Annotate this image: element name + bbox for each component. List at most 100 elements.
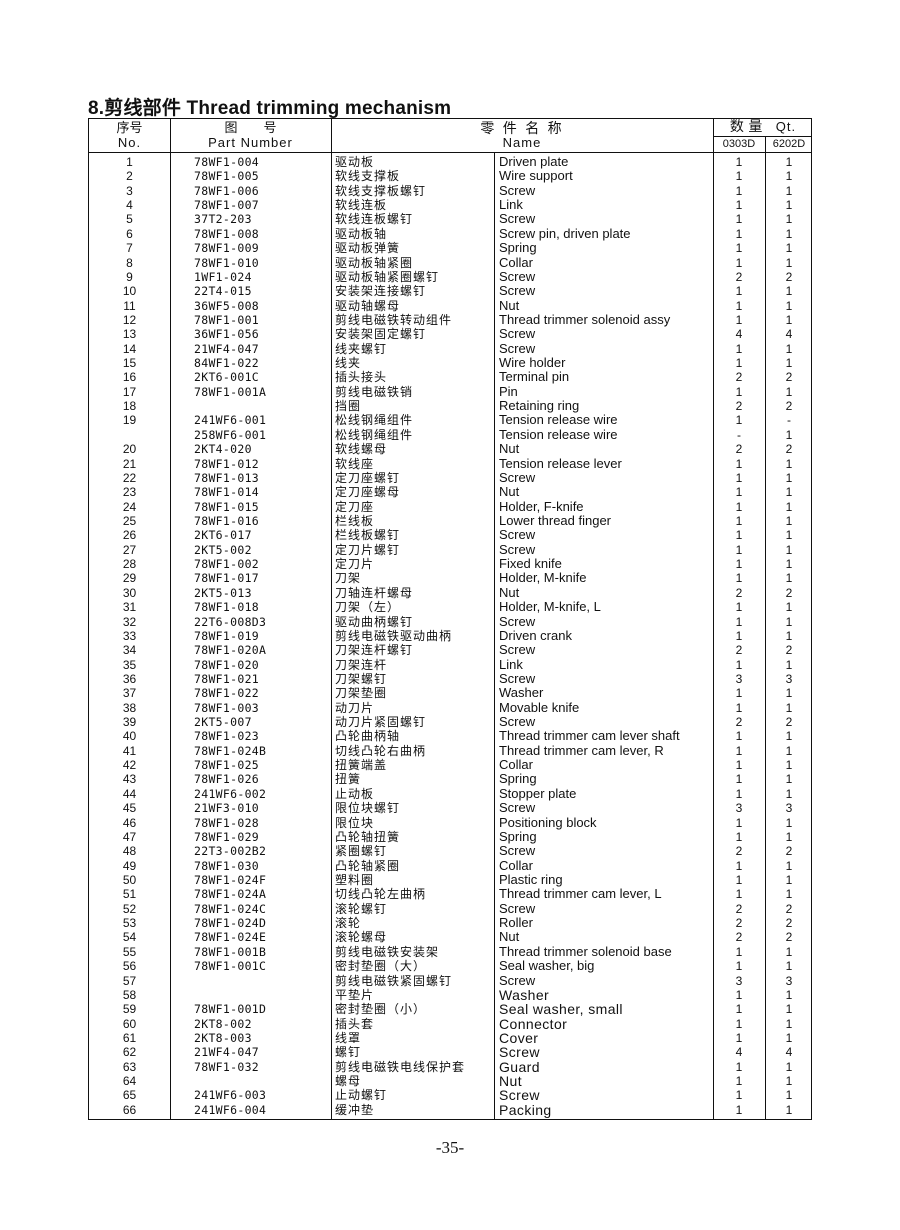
- qty-6202d: 2: [785, 442, 793, 457]
- qty-0303d: 1: [735, 944, 743, 959]
- name-english: Nut: [499, 297, 520, 313]
- table-row: 47 78WF1-029 凸轮轴扭簧 Spring 1 1: [89, 829, 811, 844]
- name-english: Driven plate: [499, 154, 569, 169]
- header-qty-en: Qt.: [775, 119, 797, 134]
- row-number: 25: [122, 514, 137, 528]
- qty-6202d: 1: [785, 686, 793, 701]
- row-number: 23: [122, 485, 137, 500]
- name-chinese: 剪线电磁铁紧固螺钉: [335, 973, 453, 988]
- qty-0303d: 1: [735, 887, 743, 902]
- row-number: 63: [122, 1059, 137, 1074]
- name-english: Screw: [499, 268, 536, 284]
- row-number: 54: [122, 930, 137, 945]
- row-number: 50: [122, 873, 137, 887]
- qty-0303d: 1: [735, 729, 743, 744]
- part-number: 36WF1-056: [194, 327, 260, 342]
- header-qty-cn: 数 量: [729, 119, 763, 135]
- qty-6202d: 1: [785, 485, 793, 500]
- qty-6202d: 1: [785, 815, 793, 830]
- qty-6202d: 1: [785, 743, 793, 758]
- table-row: 24 78WF1-015 定刀座 Holder, F-knife 1 1: [89, 499, 811, 514]
- row-number: 38: [122, 700, 137, 715]
- part-number: 2KT6-017: [194, 528, 252, 543]
- name-chinese: 挡圈: [335, 399, 362, 414]
- name-english: Driven crank: [499, 627, 572, 643]
- table-row: 55 78WF1-001B 剪线电磁铁安装架 Thread trimmer solen…: [89, 944, 811, 959]
- table-row: 61 2KT8-003 线罩 Cover 1 1: [89, 1031, 811, 1045]
- part-number: 2KT8-002: [194, 1016, 252, 1031]
- table-row: 51 78WF1-024A 切线凸轮左曲柄 Thread trimmer cam le…: [89, 887, 811, 902]
- qty-0303d: 1: [735, 499, 743, 514]
- qty-6202d: 1: [785, 657, 793, 672]
- name-english: Screw: [499, 714, 536, 730]
- part-number: 37T2-203: [194, 212, 252, 227]
- name-english: Screw: [499, 800, 536, 816]
- name-english: Spring: [499, 240, 537, 256]
- part-number: 78WF1-023: [194, 729, 260, 744]
- part-number: 2KT5-002: [194, 542, 252, 557]
- qty-6202d: 2: [785, 585, 793, 600]
- table-row: 10 22T4-015 安装架连接螺钉 Screw 1 1: [89, 284, 811, 299]
- header-no-cn: 序号: [116, 121, 143, 136]
- table-row: 53 78WF1-024D 滚轮 Roller 2 2: [89, 915, 811, 931]
- qty-0303d: 1: [735, 571, 743, 586]
- name-chinese: 剪线电磁铁驱动曲柄: [335, 628, 453, 643]
- table-row: 9 1WF1-024 驱动板轴紧圈螺钉 Screw 2 2: [89, 268, 811, 284]
- qty-6202d: 1: [785, 614, 793, 629]
- qty-6202d: 1: [785, 312, 793, 327]
- row-number: 11: [123, 298, 136, 313]
- row-number: 6: [126, 226, 133, 241]
- qty-6202d: 1: [785, 198, 793, 213]
- row-number: 20: [122, 442, 137, 457]
- row-number: 44: [122, 786, 137, 801]
- name-english: Tension release wire: [499, 412, 618, 428]
- table-row: 19 241WF6-001 松线钢绳组件 Tension release wire 1 -: [89, 412, 811, 428]
- part-number: 78WF1-007: [194, 198, 260, 213]
- qty-6202d: 2: [785, 269, 793, 284]
- header-qty-col2: 6202D: [772, 138, 806, 150]
- qty-6202d: 1: [785, 1002, 793, 1017]
- header-name-cn: 零 件 名 称: [480, 121, 564, 137]
- name-english: Connector: [499, 1015, 568, 1032]
- name-chinese: 松线钢绳组件: [335, 413, 414, 428]
- row-number: 16: [122, 370, 137, 385]
- name-english: Roller: [499, 915, 533, 931]
- table-row: 52 78WF1-024C 滚轮螺钉 Screw 2 2: [89, 901, 811, 916]
- header-part-en: Part Number: [208, 135, 293, 150]
- qty-0303d: 4: [735, 1045, 743, 1060]
- name-chinese: 剪线电磁铁转动组件: [335, 312, 453, 327]
- qty-0303d: 3: [735, 973, 743, 988]
- row-number: 26: [122, 528, 137, 543]
- qty-0303d: 1: [735, 226, 743, 241]
- qty-6202d: 2: [785, 643, 793, 658]
- name-english: Holder, M-knife: [499, 570, 587, 586]
- name-english: Thread trimmer cam lever, R: [499, 742, 664, 758]
- table-row: 64 螺母 Nut 1 1: [89, 1074, 811, 1088]
- part-number: 78WF1-016: [194, 514, 260, 528]
- name-english: Wire support: [499, 168, 573, 184]
- table-row: 58 平垫片 Washer 1 1: [89, 988, 811, 1002]
- name-chinese: 线罩: [335, 1030, 362, 1045]
- qty-6202d: 1: [785, 1102, 793, 1117]
- row-number: 46: [122, 815, 137, 830]
- name-english: Link: [499, 656, 523, 672]
- name-chinese: 密封垫圈（小）: [335, 1002, 427, 1017]
- qty-6202d: 3: [785, 671, 793, 686]
- qty-0303d: 1: [735, 384, 743, 399]
- qty-0303d: 1: [735, 1002, 743, 1017]
- qty-0303d: 2: [735, 901, 743, 916]
- table-row: 21 78WF1-012 软线座 Tension release lever 1 1: [89, 456, 811, 471]
- row-number: 31: [122, 600, 137, 615]
- table-row: 29 78WF1-017 刀架 Holder, M-knife 1 1: [89, 570, 811, 586]
- row-number: 49: [122, 858, 137, 873]
- qty-6202d: 1: [785, 758, 793, 773]
- name-chinese: 安装架固定螺钉: [335, 327, 427, 342]
- row-number: 58: [122, 987, 137, 1002]
- table-row: 44 241WF6-002 止动板 Stopper plate 1 1: [89, 786, 811, 801]
- part-number: 78WF1-024C: [194, 901, 267, 916]
- qty-6202d: 4: [785, 327, 793, 342]
- part-number: 78WF1-001B: [194, 944, 267, 959]
- part-number: 78WF1-024E: [194, 930, 267, 945]
- name-chinese: 刀架垫圈: [335, 686, 388, 701]
- name-chinese: 剪线电磁铁电线保护套: [335, 1059, 466, 1074]
